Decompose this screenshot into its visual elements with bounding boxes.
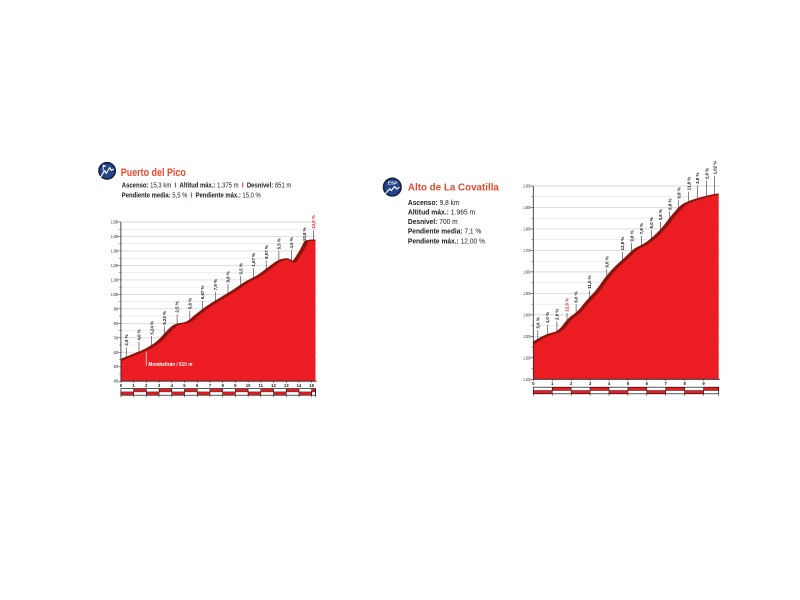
svg-text:9,8 %: 9,8 % bbox=[629, 230, 634, 241]
svg-text:1,02 %: 1,02 % bbox=[712, 161, 717, 175]
svg-text:1.300: 1.300 bbox=[523, 334, 531, 339]
svg-text:11,8 %: 11,8 % bbox=[686, 177, 691, 191]
svg-text:Pendiente media: 7,1 %: Pendiente media: 7,1 % bbox=[408, 228, 481, 235]
svg-text:1.200: 1.200 bbox=[111, 263, 119, 268]
svg-text:11: 11 bbox=[259, 383, 264, 388]
svg-text:600: 600 bbox=[114, 350, 119, 355]
svg-text:500: 500 bbox=[114, 364, 119, 369]
svg-text:Altitud máx.: 1.965 m: Altitud máx.: 1.965 m bbox=[408, 209, 476, 216]
svg-text:2,5 %: 2,5 % bbox=[175, 301, 180, 312]
svg-text:13: 13 bbox=[284, 383, 289, 388]
svg-text:4,5 %: 4,5 % bbox=[289, 237, 294, 248]
svg-text:5,6 %: 5,6 % bbox=[535, 317, 540, 328]
svg-text:9,8 %: 9,8 % bbox=[676, 187, 681, 198]
svg-text:2.000: 2.000 bbox=[523, 184, 531, 189]
svg-text:8,0 %: 8,0 % bbox=[649, 217, 654, 228]
svg-text:2,8 %: 2,8 % bbox=[704, 168, 709, 179]
svg-text:5: 5 bbox=[183, 383, 186, 388]
svg-text:13,0 %: 13,0 % bbox=[311, 215, 316, 229]
svg-text:7,9 %: 7,9 % bbox=[213, 279, 218, 290]
svg-text:10: 10 bbox=[246, 383, 251, 388]
svg-text:1.100: 1.100 bbox=[111, 277, 119, 282]
svg-text:8,57 %: 8,57 % bbox=[264, 245, 269, 259]
svg-text:Puerto del Pico: Puerto del Pico bbox=[121, 167, 186, 179]
svg-text:2: 2 bbox=[145, 383, 148, 388]
svg-text:1.400: 1.400 bbox=[523, 312, 531, 317]
svg-text:3: 3 bbox=[589, 381, 592, 386]
svg-text:10,8 %: 10,8 % bbox=[302, 227, 307, 241]
svg-text:1.000: 1.000 bbox=[111, 292, 119, 297]
svg-text:1: 1 bbox=[132, 383, 135, 388]
svg-text:Ascenso: 15,3 km I Altitud m: Ascenso: 15,3 km I Altitud máx.: 1.375 m… bbox=[122, 182, 292, 190]
svg-text:Pendiente media: 5,5 % I Pen: Pendiente media: 5,5 % I Pendiente máx.:… bbox=[122, 192, 261, 200]
svg-text:6,67 %: 6,67 % bbox=[200, 285, 205, 299]
svg-text:Mombeltrán / 610 m: Mombeltrán / 610 m bbox=[148, 362, 192, 368]
svg-text:1: 1 bbox=[551, 381, 554, 386]
svg-text:1.600: 1.600 bbox=[523, 269, 531, 274]
svg-text:9: 9 bbox=[702, 381, 705, 386]
svg-text:9,0 %: 9,0 % bbox=[604, 256, 609, 267]
svg-text:1.700: 1.700 bbox=[523, 248, 531, 253]
svg-text:2,0 %: 2,0 % bbox=[555, 309, 560, 320]
svg-text:7,8 %: 7,8 % bbox=[639, 223, 644, 234]
svg-text:12,8 %: 12,8 % bbox=[620, 237, 625, 251]
svg-text:4: 4 bbox=[171, 383, 174, 388]
svg-text:5,5 %: 5,5 % bbox=[276, 238, 281, 249]
svg-text:15: 15 bbox=[309, 383, 314, 388]
svg-text:Desnivel: 700 m: Desnivel: 700 m bbox=[408, 219, 458, 226]
svg-text:12,0 %: 12,0 % bbox=[565, 298, 570, 312]
svg-text:3: 3 bbox=[158, 383, 161, 388]
svg-text:1.500: 1.500 bbox=[111, 220, 119, 225]
svg-text:6,8 %: 6,8 % bbox=[667, 199, 672, 210]
svg-text:6: 6 bbox=[646, 381, 649, 386]
svg-text:14: 14 bbox=[297, 383, 302, 388]
svg-text:9,23 %: 9,23 % bbox=[162, 311, 167, 325]
svg-text:1.900: 1.900 bbox=[523, 205, 531, 210]
svg-text:700: 700 bbox=[114, 335, 119, 340]
svg-text:5,8 %: 5,8 % bbox=[187, 298, 192, 309]
svg-text:7: 7 bbox=[665, 381, 668, 386]
svg-text:4,0 %: 4,0 % bbox=[545, 312, 550, 323]
svg-text:1.800: 1.800 bbox=[523, 226, 531, 231]
svg-text:6,0 %: 6,0 % bbox=[574, 291, 579, 302]
svg-text:9: 9 bbox=[234, 383, 237, 388]
svg-text:5: 5 bbox=[627, 381, 630, 386]
svg-text:1.500: 1.500 bbox=[523, 291, 531, 296]
svg-text:400: 400 bbox=[114, 379, 119, 384]
svg-text:0: 0 bbox=[532, 381, 535, 386]
svg-text:Ascenso: 9,8 km: Ascenso: 9,8 km bbox=[408, 200, 460, 207]
svg-text:1.100: 1.100 bbox=[523, 377, 531, 382]
svg-text:4,9 %: 4,9 % bbox=[124, 334, 129, 345]
svg-text:11,0 %: 11,0 % bbox=[587, 275, 592, 289]
svg-text:5,24 %: 5,24 % bbox=[149, 321, 154, 335]
svg-text:8: 8 bbox=[683, 381, 686, 386]
svg-text:1.300: 1.300 bbox=[111, 248, 119, 253]
svg-text:2: 2 bbox=[570, 381, 573, 386]
svg-text:8: 8 bbox=[221, 383, 224, 388]
svg-text:Alto de La Covatilla: Alto de La Covatilla bbox=[408, 182, 499, 193]
svg-text:800: 800 bbox=[114, 321, 119, 326]
svg-text:1.400: 1.400 bbox=[111, 234, 119, 239]
svg-text:ESP: ESP bbox=[388, 181, 398, 187]
svg-text:1,67 %: 1,67 % bbox=[251, 253, 256, 267]
svg-text:3,8 %: 3,8 % bbox=[658, 209, 663, 220]
svg-text:3,8 %: 3,8 % bbox=[695, 173, 700, 184]
svg-text:4: 4 bbox=[608, 381, 611, 386]
svg-text:Pendiente máx.: 12,00 %: Pendiente máx.: 12,00 % bbox=[408, 238, 485, 245]
svg-text:12: 12 bbox=[271, 383, 276, 388]
svg-text:6: 6 bbox=[196, 383, 199, 388]
svg-text:7: 7 bbox=[209, 383, 212, 388]
svg-text:4,0 %: 4,0 % bbox=[137, 329, 142, 340]
svg-text:9,8 %: 9,8 % bbox=[226, 271, 231, 282]
svg-text:0: 0 bbox=[120, 383, 123, 388]
svg-text:1.200: 1.200 bbox=[523, 355, 531, 360]
svg-text:5,5 %: 5,5 % bbox=[238, 263, 243, 274]
svg-text:900: 900 bbox=[114, 306, 119, 311]
